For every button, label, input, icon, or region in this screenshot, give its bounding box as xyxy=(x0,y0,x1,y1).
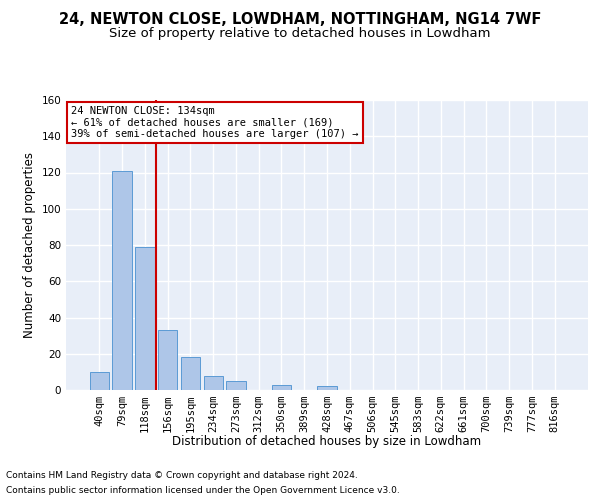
Bar xyxy=(272,384,291,390)
Text: Distribution of detached houses by size in Lowdham: Distribution of detached houses by size … xyxy=(172,435,482,448)
Bar xyxy=(317,386,337,390)
Text: 24 NEWTON CLOSE: 134sqm
← 61% of detached houses are smaller (169)
39% of semi-d: 24 NEWTON CLOSE: 134sqm ← 61% of detache… xyxy=(71,106,359,139)
Y-axis label: Number of detached properties: Number of detached properties xyxy=(23,152,36,338)
Text: 24, NEWTON CLOSE, LOWDHAM, NOTTINGHAM, NG14 7WF: 24, NEWTON CLOSE, LOWDHAM, NOTTINGHAM, N… xyxy=(59,12,541,28)
Text: Contains HM Land Registry data © Crown copyright and database right 2024.: Contains HM Land Registry data © Crown c… xyxy=(6,471,358,480)
Bar xyxy=(112,170,132,390)
Bar xyxy=(181,358,200,390)
Bar xyxy=(90,372,109,390)
Bar xyxy=(226,381,245,390)
Text: Contains public sector information licensed under the Open Government Licence v3: Contains public sector information licen… xyxy=(6,486,400,495)
Text: Size of property relative to detached houses in Lowdham: Size of property relative to detached ho… xyxy=(109,28,491,40)
Bar xyxy=(135,247,155,390)
Bar xyxy=(158,330,178,390)
Bar xyxy=(203,376,223,390)
